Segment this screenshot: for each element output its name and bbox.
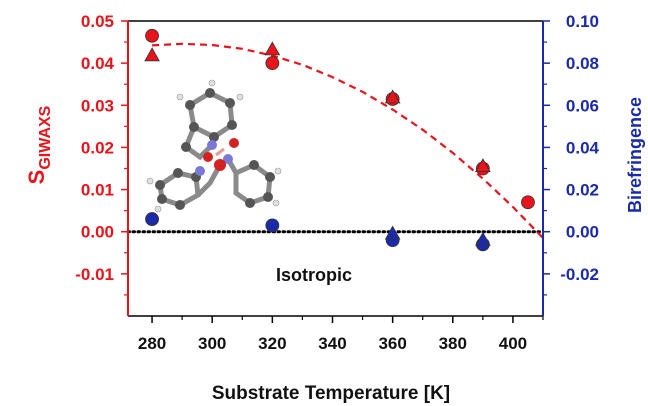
x-tick-label: 360 (378, 334, 406, 353)
birefringence-triangle-point (384, 225, 401, 240)
giwaxs-circle-point (521, 195, 535, 210)
y-left-axis-title-subscript: GIWAXS (37, 105, 54, 169)
y-right-tick-label: 0.00 (566, 223, 599, 242)
y-right-axis-title: Birefringence (625, 97, 645, 213)
axes: 280 300 320 340 360 380 400 -0.01 0.00 0.01 0.02 0.… (75, 12, 599, 353)
x-tick-label: 340 (318, 334, 346, 353)
y-left-axis-title: SGIWAXS (24, 105, 54, 184)
x-tick-label: 280 (138, 334, 166, 353)
fit-curve (152, 42, 544, 239)
x-tick-label: 300 (198, 334, 226, 353)
plot-area (126, 42, 545, 239)
giwaxs-circle-point (145, 28, 159, 43)
y-left-tick-label: 0.01 (81, 181, 114, 200)
x-tick-label: 320 (258, 334, 286, 353)
data-marks (144, 28, 535, 252)
y-right-tick-label: 0.08 (566, 54, 599, 73)
giwaxs-triangle-point (264, 41, 281, 56)
y-right-tick-label: -0.02 (560, 265, 599, 284)
giwaxs-triangle-point (384, 89, 401, 104)
birefringence-triangle-point (475, 231, 491, 246)
y-left-tick-label: 0.03 (81, 96, 114, 115)
x-tick-label: 400 (499, 334, 527, 353)
x-axis-title: Substrate Temperature [K] (212, 383, 450, 404)
y-left-axis-title-main: S (24, 170, 49, 185)
y-left-tick-label: 0.02 (81, 138, 114, 157)
x-tick-label: 380 (439, 334, 467, 353)
birefringence-circle-point (145, 212, 159, 226)
y-left-tick-label: 0.05 (81, 12, 114, 31)
y-left-tick-label: -0.01 (75, 265, 114, 284)
molecule-structure-inset (146, 79, 282, 213)
giwaxs-circle-point (265, 56, 280, 71)
y-right-tick-label: 0.02 (566, 181, 599, 200)
giwaxs-triangle-point (475, 158, 491, 173)
y-left-tick-label: 0.00 (81, 223, 114, 242)
birefringence-circle-point (265, 218, 280, 233)
giwaxs-triangle-point (144, 47, 160, 62)
y-right-tick-label: 0.06 (566, 96, 599, 115)
y-right-tick-label: 0.04 (566, 138, 600, 157)
y-right-tick-label: 0.10 (566, 12, 599, 31)
y-left-tick-label: 0.04 (81, 54, 115, 73)
isotropic-label: Isotropic (276, 265, 352, 285)
